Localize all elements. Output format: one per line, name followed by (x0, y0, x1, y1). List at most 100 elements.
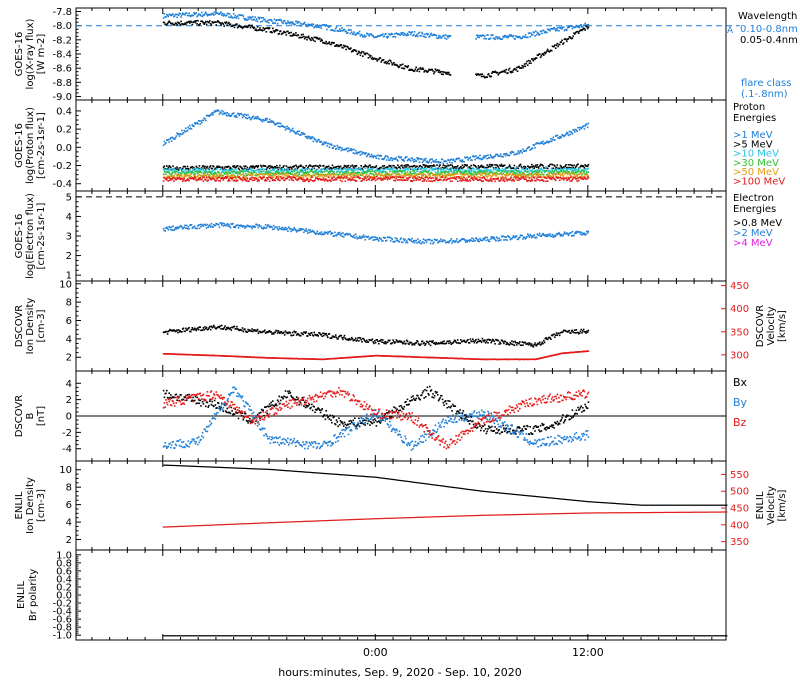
data-point (532, 165, 535, 167)
data-point (413, 161, 415, 163)
data-point (505, 236, 508, 238)
data-point (196, 121, 198, 124)
data-point (521, 234, 523, 237)
data-point (256, 178, 258, 180)
data-point (181, 133, 184, 135)
data-point (503, 153, 506, 155)
data-point (386, 155, 389, 158)
data-point (307, 25, 309, 28)
data-point (574, 170, 577, 172)
data-point (279, 30, 282, 32)
data-point (368, 54, 370, 56)
data-point (252, 166, 255, 168)
data-point (230, 15, 233, 17)
data-point (397, 176, 400, 178)
data-point (498, 155, 500, 157)
data-point (432, 176, 434, 179)
data-point (404, 171, 406, 173)
data-point (508, 170, 511, 172)
data-point (510, 175, 512, 178)
data-point (484, 169, 487, 172)
data-point (541, 169, 543, 171)
data-point (237, 25, 240, 28)
data-point (444, 172, 446, 174)
data-point (552, 28, 555, 30)
data-point (341, 235, 343, 238)
data-point (382, 178, 385, 180)
data-point (281, 177, 284, 180)
data-point (537, 170, 539, 173)
data-point (455, 240, 457, 242)
data-point (546, 31, 548, 34)
data-point (515, 235, 518, 238)
data-point (252, 27, 255, 30)
data-point (178, 173, 181, 176)
data-point (193, 178, 195, 181)
data-point (543, 180, 545, 183)
data-point (495, 173, 497, 175)
data-point (200, 171, 202, 174)
data-point (489, 238, 492, 240)
data-point (543, 29, 545, 32)
data-point (276, 23, 279, 25)
data-point (439, 240, 441, 243)
data-point (427, 70, 429, 72)
data-point (482, 237, 484, 240)
data-point (499, 153, 502, 155)
data-point (345, 148, 347, 151)
data-point (346, 172, 348, 175)
data-point (295, 133, 297, 135)
data-point (569, 36, 571, 38)
data-point (519, 236, 521, 239)
data-point (265, 119, 268, 121)
data-point (201, 121, 203, 124)
data-point (447, 164, 449, 167)
data-point (532, 176, 535, 178)
data-point (486, 76, 488, 78)
data-point (272, 228, 274, 231)
data-point (308, 180, 311, 182)
data-point (192, 168, 194, 171)
data-point (260, 225, 262, 227)
data-point (539, 168, 542, 171)
data-point (206, 223, 209, 226)
data-point (338, 173, 340, 176)
data-point (451, 164, 453, 167)
data-point (268, 174, 271, 177)
data-point (551, 163, 554, 166)
data-point (434, 68, 437, 70)
data-point (428, 161, 430, 163)
data-point (577, 163, 579, 165)
data-point (417, 68, 420, 70)
data-point (353, 176, 355, 178)
data-point (179, 13, 182, 15)
data-point (422, 238, 425, 240)
data-point (454, 241, 457, 243)
data-point (362, 234, 365, 236)
data-point (358, 172, 361, 174)
y-tick-label: -0.2 (52, 161, 72, 172)
data-point (443, 171, 445, 173)
data-point (352, 152, 355, 154)
data-point (310, 136, 312, 138)
data-point (528, 173, 531, 176)
data-point (416, 70, 418, 72)
data-point (222, 170, 225, 173)
data-point (443, 71, 445, 73)
data-point (369, 237, 371, 240)
data-point (488, 163, 491, 166)
data-point (319, 177, 321, 180)
data-point (270, 120, 272, 122)
data-point (498, 72, 500, 75)
data-point (193, 176, 196, 178)
data-point (443, 176, 445, 179)
data-point (476, 178, 478, 180)
data-point (529, 173, 531, 175)
data-point (545, 180, 547, 183)
data-point (520, 67, 523, 69)
data-point (299, 22, 302, 25)
data-point (168, 168, 170, 171)
data-point (507, 170, 509, 173)
data-point (490, 163, 492, 166)
data-point (435, 158, 437, 161)
